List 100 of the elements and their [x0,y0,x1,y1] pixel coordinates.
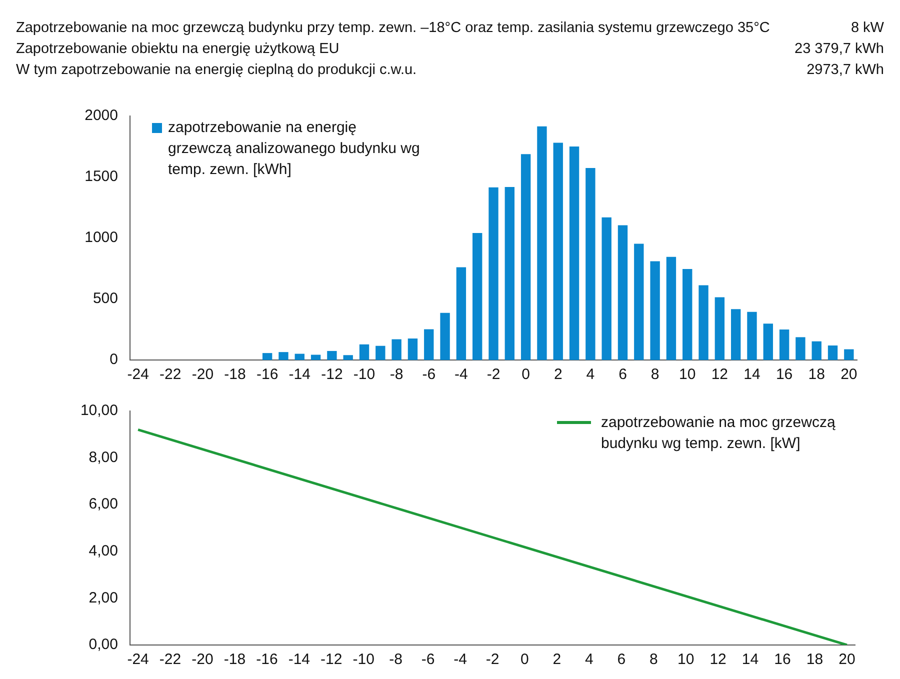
x-tick-label: 20 [840,366,858,384]
y-tick-label: 2,00 [88,589,118,606]
x-tick-label: 2 [554,366,562,384]
text: Zapotrzebowanie obiektu na energię użytkową EU [16,41,340,57]
x-tick-label: -10 [352,651,374,668]
y-tick-label: 4,00 [88,542,118,560]
bar [327,350,337,360]
y-tick-label: 0 [110,351,118,368]
text: 2973,7 kWh [806,62,884,78]
text: W tym zapotrzebowanie na energię cieplną do produkcji c.w.u. [16,62,417,78]
x-tick-label: 4 [586,366,595,384]
bar [634,244,644,360]
text: 23 379,7 kWh [794,41,884,57]
bar [569,146,580,360]
legend-label: zapotrzebowanie na energię grzewczą analizowanego budynku wg temp. zewn. [kWh] [168,118,421,180]
x-tick-label: -8 [390,366,404,384]
bar [504,187,514,360]
bar [537,126,547,360]
y-tick-label: 0,00 [88,636,118,654]
x-tick-label: 8 [650,366,660,384]
x-tick-label: 4 [584,651,594,668]
y-tick-label: 10,00 [80,402,118,420]
x-tick-label: -22 [160,366,182,384]
x-tick-label: 16 [776,366,793,384]
x-tick-label: -24 [127,651,149,668]
bar [618,225,628,360]
bar [343,355,353,360]
x-tick-label: -18 [224,651,246,668]
bar [472,233,482,360]
y-tick-label: 6,00 [88,496,118,513]
x-tick-label: -2 [486,366,500,384]
x-tick-label: -16 [256,651,278,668]
x-tick-label: -16 [256,366,278,384]
x-tick-label: 8 [649,651,658,668]
bar [828,345,838,360]
text: Zapotrzebowanie na moc grzewczą budynku przy temp. zewn. –18°C oraz temp. zasilania systemu grzewczego 35°C [16,20,770,36]
x-tick-label: -18 [224,366,246,384]
bar [650,261,660,360]
bar [456,267,466,360]
bar [698,285,708,360]
x-tick-label: -10 [353,366,376,384]
x-tick-label: -6 [422,366,436,384]
x-tick-label: -4 [454,651,467,668]
x-tick-label: 6 [618,366,627,384]
bar [278,352,288,360]
x-tick-label: -6 [421,651,435,668]
bar [763,324,773,360]
x-tick-label: -14 [288,366,310,384]
y-tick-label: 1500 [84,168,118,186]
x-tick-label: -20 [192,366,214,384]
x-tick-label: 18 [806,651,824,668]
bar [796,337,806,360]
bar [392,339,402,360]
x-tick-label: 10 [677,651,694,668]
x-tick-label: 12 [710,651,726,668]
bar [520,154,531,360]
bar [359,344,370,360]
x-tick-label: 14 [744,366,760,384]
bar [488,187,498,360]
x-tick-label: -12 [321,366,343,384]
bar [602,217,612,360]
x-tick-label: -14 [288,651,310,668]
x-tick-label: 20 [838,651,856,668]
bar [812,341,822,360]
x-tick-label: -2 [486,651,500,668]
bar [376,346,386,360]
bar [714,297,725,360]
x-tick-label: 6 [617,651,626,668]
bar [730,309,741,360]
bar [844,349,854,360]
bar [262,353,272,360]
y-tick-label: 8,00 [88,448,118,466]
x-tick-label: -22 [159,651,182,668]
x-tick-label: -8 [389,651,403,668]
bar [553,142,563,360]
x-tick-label: 12 [711,366,728,384]
x-tick-label: 10 [679,366,696,384]
x-tick-label: -20 [192,651,214,668]
x-tick-label: 2 [552,651,562,668]
x-tick-label: 14 [742,651,759,668]
x-tick-label: -4 [454,366,468,384]
bar [408,338,418,360]
y-tick-label: 2000 [84,107,118,124]
x-tick-label: -24 [127,366,149,384]
legend-label: zapotrzebowanie na moc grzewczą budynku wg temp. zewn. [kW] [601,413,836,454]
x-tick-label: 16 [774,651,791,668]
bar [424,329,434,360]
bar [440,312,450,360]
y-tick-label: 500 [92,290,118,308]
bar [294,354,304,360]
bar [310,354,321,360]
bar [747,312,757,360]
y-tick-label: 1000 [84,229,118,246]
x-tick-label: -12 [320,651,342,668]
text: 8 kW [850,20,884,36]
x-tick-label: 18 [808,366,825,384]
x-tick-label: 0 [520,651,529,668]
bar [779,330,790,360]
bar [666,256,676,360]
bar [682,268,692,360]
